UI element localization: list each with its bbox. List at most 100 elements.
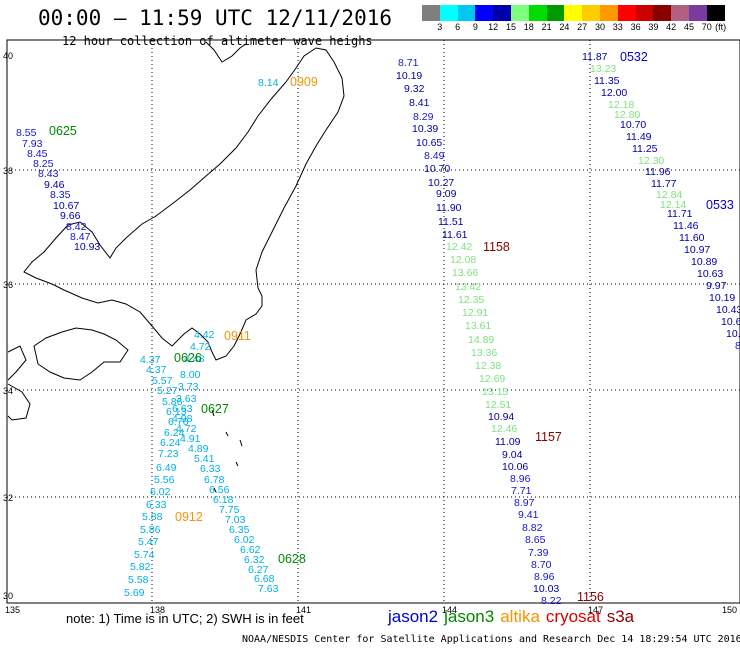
lon-tick-label: 135 bbox=[5, 605, 20, 615]
swh-label: 10.19 bbox=[709, 292, 735, 304]
swh-label: 12.84 bbox=[656, 189, 682, 201]
swh-label: 6.32 bbox=[244, 554, 265, 566]
colorbar-swatch bbox=[457, 5, 476, 21]
swh-label: 13.36 bbox=[471, 347, 497, 359]
swh-label: 5.27 bbox=[157, 385, 178, 397]
coastline-izu-islands bbox=[211, 409, 243, 493]
swh-label: 9.46 bbox=[44, 179, 65, 191]
swh-label: 10.6 bbox=[721, 316, 740, 328]
swh-label: 5.86 bbox=[140, 524, 161, 536]
swh-label: 5.58 bbox=[128, 574, 149, 586]
colorbar-label: 24 bbox=[559, 22, 570, 32]
swh-label: 7.03 bbox=[225, 514, 246, 526]
swh-label: 11.35 bbox=[594, 75, 620, 87]
swh-label: 7.23 bbox=[158, 448, 179, 460]
colorbar-label: 30 bbox=[594, 22, 606, 32]
lat-tick-label: 38 bbox=[3, 166, 13, 176]
swh-label: 10. bbox=[726, 328, 740, 340]
colorbar-label: 36 bbox=[630, 22, 641, 32]
swh-label: 6.13 bbox=[166, 406, 187, 418]
credit-text: NOAA/NESDIS Center for Satellite Applica… bbox=[242, 634, 740, 645]
swh-label: 7.71 bbox=[511, 485, 532, 497]
swh-label: 6.78 bbox=[204, 474, 225, 486]
colorbar-swatch bbox=[671, 5, 689, 21]
legend-jason3: jason3 bbox=[444, 607, 495, 626]
colorbar-swatch bbox=[439, 5, 458, 21]
swh-label: 9.41 bbox=[518, 509, 539, 521]
legend-s3a: s3a bbox=[606, 607, 635, 626]
colorbar-label: 27 bbox=[577, 22, 588, 32]
pass-time-label: 1156 bbox=[577, 590, 604, 604]
colorbar-label: 6 bbox=[455, 22, 461, 32]
swh-label: 13.23 bbox=[590, 63, 616, 75]
swh-label: 10.94 bbox=[488, 411, 514, 423]
colorbar-swatch bbox=[546, 5, 565, 21]
note-text: note: 1) Time is in UTC; 2) SWH is in fe… bbox=[66, 611, 304, 626]
colorbar-swatch bbox=[635, 5, 654, 21]
colorbar-label: (ft) bbox=[715, 22, 727, 32]
swh-label: 11.46 bbox=[673, 220, 699, 232]
swh-label: 8.35 bbox=[50, 189, 71, 201]
swh-label: 5.57 bbox=[152, 375, 173, 387]
swh-label: 6.49 bbox=[156, 462, 177, 474]
colorbar-swatch bbox=[653, 5, 672, 21]
swh-label: 4.48 bbox=[184, 353, 205, 365]
colorbar-swatch bbox=[422, 5, 440, 21]
swh-label: 11.77 bbox=[651, 178, 677, 190]
swh-label: 9.09 bbox=[436, 188, 457, 200]
swh-label: 10.43 bbox=[716, 304, 740, 316]
swh-label: 4.72 bbox=[190, 341, 211, 353]
swh-label: 10.39 bbox=[412, 123, 438, 135]
swh-label: 8.45 bbox=[27, 148, 48, 160]
swh-label: 12.18 bbox=[608, 99, 634, 111]
colorbar bbox=[422, 5, 725, 21]
swh-label: 10.06 bbox=[502, 461, 528, 473]
pass-time-label: 0626 bbox=[174, 351, 202, 365]
colorbar-swatch bbox=[510, 5, 529, 21]
pass-time-label: 0627 bbox=[201, 402, 229, 416]
swh-label: 8.96 bbox=[510, 473, 531, 485]
colorbar-swatch bbox=[617, 5, 636, 21]
colorbar-label: 45 bbox=[683, 22, 695, 32]
colorbar-label: 3 bbox=[437, 22, 443, 32]
colorbar-label: 70 bbox=[701, 22, 712, 32]
pass-time-label: 0628 bbox=[278, 552, 306, 566]
colorbar-swatch bbox=[493, 5, 511, 21]
swh-label: 10.89 bbox=[691, 256, 717, 268]
map-frame bbox=[6, 39, 740, 604]
swh-label: 6.56 bbox=[209, 484, 230, 496]
map-title: 00:00 – 11:59 UTC 12/11/2016 bbox=[38, 6, 393, 30]
swh-label: 4.37 bbox=[146, 364, 167, 376]
swh-label: 10.70 bbox=[620, 119, 646, 131]
swh-label: 10.67 bbox=[53, 200, 79, 212]
swh-label: 10.63 bbox=[697, 268, 723, 280]
colorbar-swatch bbox=[688, 5, 707, 21]
legend-altika: altika bbox=[500, 607, 540, 626]
lon-tick-label: 138 bbox=[150, 605, 165, 615]
lat-tick-label: 36 bbox=[3, 280, 13, 290]
colorbar-swatch bbox=[599, 5, 618, 21]
swh-label: 6.76 bbox=[168, 416, 189, 428]
swh-label: 4.91 bbox=[180, 433, 201, 445]
swh-label: 8.00 bbox=[180, 369, 201, 381]
coastline-hokkaido-tip bbox=[205, 41, 247, 63]
swh-label: 4.89 bbox=[188, 443, 209, 455]
coastline-shikoku bbox=[33, 327, 129, 381]
swh-label: 8 bbox=[735, 340, 740, 352]
swh-label: 8.47 bbox=[70, 231, 91, 243]
lon-tick-label: 150 bbox=[722, 605, 737, 615]
pass-time-label: 0533 bbox=[706, 198, 734, 212]
colorbar-label: 12 bbox=[488, 22, 499, 32]
colorbar-label: 42 bbox=[666, 22, 677, 32]
swh-label: 6.24 bbox=[160, 437, 181, 449]
swh-label: 12.69 bbox=[479, 373, 505, 385]
swh-label: 14.89 bbox=[468, 334, 494, 346]
swh-label: 12.14 bbox=[660, 199, 686, 211]
swh-label: 8.29 bbox=[413, 111, 434, 123]
colorbar-label: 18 bbox=[523, 22, 534, 32]
swh-label: 8.82 bbox=[522, 522, 543, 534]
swh-label: 8.97 bbox=[514, 497, 535, 509]
coastline-kii bbox=[7, 383, 31, 421]
swh-label: 13.66 bbox=[452, 267, 478, 279]
